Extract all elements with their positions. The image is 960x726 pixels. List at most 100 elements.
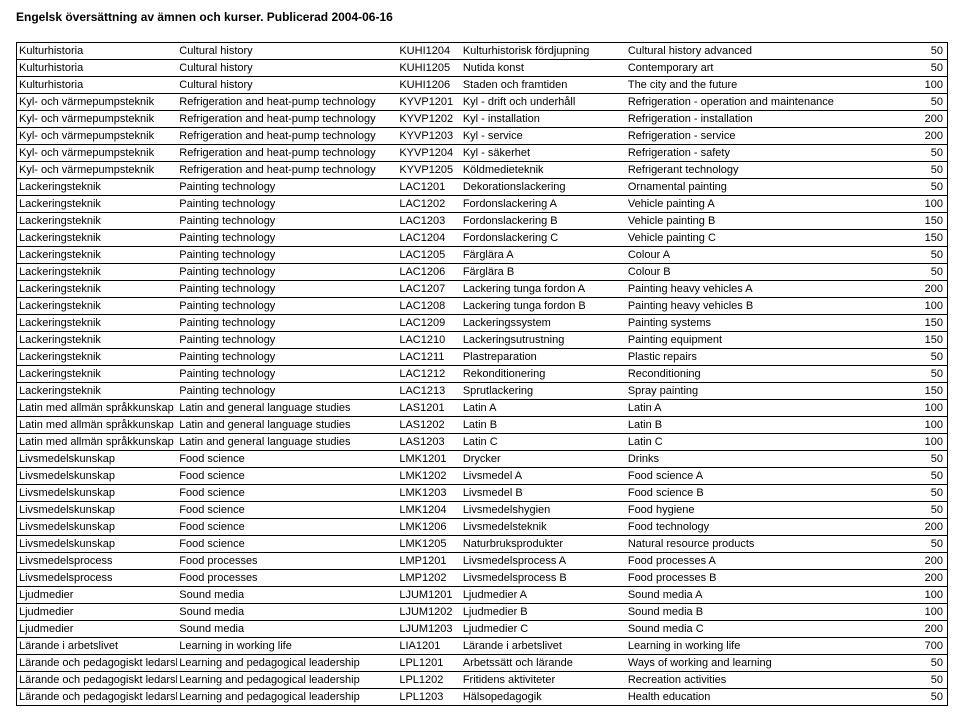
cell-points: 150 bbox=[901, 230, 948, 247]
cell-en-subject: Sound media bbox=[177, 587, 397, 604]
cell-code: KUHI1206 bbox=[397, 77, 460, 94]
cell-code: LAC1202 bbox=[397, 196, 460, 213]
page-title: Engelsk översättning av ämnen och kurser… bbox=[16, 10, 948, 24]
cell-code: LJUM1201 bbox=[397, 587, 460, 604]
table-row: Lärande och pedagogiskt ledarskapLearnin… bbox=[17, 672, 948, 689]
table-row: LackeringsteknikPainting technologyLAC12… bbox=[17, 281, 948, 298]
cell-points: 200 bbox=[901, 519, 948, 536]
cell-en-subject: Painting technology bbox=[177, 196, 397, 213]
cell-en-subject: Refrigeration and heat-pump technology bbox=[177, 111, 397, 128]
cell-sv-course: Lackeringssystem bbox=[461, 315, 626, 332]
cell-sv-subject: Lackeringsteknik bbox=[17, 179, 178, 196]
cell-points: 50 bbox=[901, 468, 948, 485]
cell-en-subject: Refrigeration and heat-pump technology bbox=[177, 162, 397, 179]
cell-code: LAC1204 bbox=[397, 230, 460, 247]
table-row: LivsmedelsprocessFood processesLMP1202Li… bbox=[17, 570, 948, 587]
cell-en-subject: Food science bbox=[177, 502, 397, 519]
cell-points: 50 bbox=[901, 655, 948, 672]
cell-en-subject: Learning and pedagogical leadership bbox=[177, 689, 397, 706]
table-row: Latin med allmän språkkunskapLatin and g… bbox=[17, 434, 948, 451]
cell-sv-course: Hälsopedagogik bbox=[461, 689, 626, 706]
cell-points: 50 bbox=[901, 145, 948, 162]
cell-sv-subject: Lärande och pedagogiskt ledarskap bbox=[17, 689, 178, 706]
cell-sv-subject: Livsmedelskunskap bbox=[17, 451, 178, 468]
table-row: LivsmedelskunskapFood scienceLMK1206Livs… bbox=[17, 519, 948, 536]
cell-sv-subject: Ljudmedier bbox=[17, 587, 178, 604]
cell-code: KUHI1204 bbox=[397, 43, 460, 60]
cell-points: 200 bbox=[901, 128, 948, 145]
cell-code: LAC1212 bbox=[397, 366, 460, 383]
cell-en-subject: Sound media bbox=[177, 604, 397, 621]
cell-sv-subject: Latin med allmän språkkunskap bbox=[17, 417, 178, 434]
cell-en-subject: Painting technology bbox=[177, 298, 397, 315]
cell-en-course: Vehicle painting A bbox=[626, 196, 901, 213]
table-row: LackeringsteknikPainting technologyLAC12… bbox=[17, 264, 948, 281]
cell-en-subject: Painting technology bbox=[177, 247, 397, 264]
cell-en-course: Drinks bbox=[626, 451, 901, 468]
table-row: LivsmedelskunskapFood scienceLMK1202Livs… bbox=[17, 468, 948, 485]
cell-code: LAC1213 bbox=[397, 383, 460, 400]
table-row: KulturhistoriaCultural historyKUHI1204Ku… bbox=[17, 43, 948, 60]
cell-en-subject: Latin and general language studies bbox=[177, 434, 397, 451]
cell-code: LMK1201 bbox=[397, 451, 460, 468]
cell-sv-course: Arbetssätt och lärande bbox=[461, 655, 626, 672]
cell-code: LAS1201 bbox=[397, 400, 460, 417]
table-row: LackeringsteknikPainting technologyLAC12… bbox=[17, 366, 948, 383]
cell-sv-course: Kyl - service bbox=[461, 128, 626, 145]
cell-points: 100 bbox=[901, 604, 948, 621]
cell-sv-subject: Livsmedelsprocess bbox=[17, 553, 178, 570]
cell-code: KUHI1205 bbox=[397, 60, 460, 77]
cell-points: 50 bbox=[901, 451, 948, 468]
table-row: KulturhistoriaCultural historyKUHI1205Nu… bbox=[17, 60, 948, 77]
cell-sv-course: Lackering tunga fordon A bbox=[461, 281, 626, 298]
table-row: Lärande och pedagogiskt ledarskapLearnin… bbox=[17, 689, 948, 706]
cell-sv-course: Köldmedieteknik bbox=[461, 162, 626, 179]
cell-code: LJUM1203 bbox=[397, 621, 460, 638]
cell-points: 150 bbox=[901, 213, 948, 230]
cell-en-course: Painting heavy vehicles A bbox=[626, 281, 901, 298]
table-row: LjudmedierSound mediaLJUM1202Ljudmedier … bbox=[17, 604, 948, 621]
cell-sv-course: Plastreparation bbox=[461, 349, 626, 366]
cell-points: 50 bbox=[901, 502, 948, 519]
cell-en-subject: Painting technology bbox=[177, 315, 397, 332]
cell-code: LAC1205 bbox=[397, 247, 460, 264]
cell-en-subject: Painting technology bbox=[177, 281, 397, 298]
table-row: Latin med allmän språkkunskapLatin and g… bbox=[17, 417, 948, 434]
cell-code: LAS1203 bbox=[397, 434, 460, 451]
table-row: LivsmedelskunskapFood scienceLMK1201Dryc… bbox=[17, 451, 948, 468]
cell-sv-subject: Lackeringsteknik bbox=[17, 383, 178, 400]
cell-points: 150 bbox=[901, 315, 948, 332]
cell-en-subject: Learning in working life bbox=[177, 638, 397, 655]
table-row: Kyl- och värmepumpsteknikRefrigeration a… bbox=[17, 128, 948, 145]
table-row: LivsmedelskunskapFood scienceLMK1203Livs… bbox=[17, 485, 948, 502]
cell-en-course: Spray painting bbox=[626, 383, 901, 400]
cell-en-subject: Sound media bbox=[177, 621, 397, 638]
cell-en-course: Colour A bbox=[626, 247, 901, 264]
cell-code: LAC1208 bbox=[397, 298, 460, 315]
cell-sv-subject: Lärande och pedagogiskt ledarskap bbox=[17, 655, 178, 672]
cell-points: 50 bbox=[901, 366, 948, 383]
cell-sv-course: Livsmedelsprocess A bbox=[461, 553, 626, 570]
cell-sv-course: Staden och framtiden bbox=[461, 77, 626, 94]
cell-code: LJUM1202 bbox=[397, 604, 460, 621]
table-row: LackeringsteknikPainting technologyLAC12… bbox=[17, 247, 948, 264]
cell-code: LAC1209 bbox=[397, 315, 460, 332]
cell-points: 50 bbox=[901, 264, 948, 281]
cell-en-course: Contemporary art bbox=[626, 60, 901, 77]
cell-points: 200 bbox=[901, 621, 948, 638]
cell-code: LMK1202 bbox=[397, 468, 460, 485]
cell-sv-subject: Livsmedelskunskap bbox=[17, 536, 178, 553]
cell-en-subject: Refrigeration and heat-pump technology bbox=[177, 94, 397, 111]
table-row: LjudmedierSound mediaLJUM1203Ljudmedier … bbox=[17, 621, 948, 638]
cell-en-course: Vehicle painting B bbox=[626, 213, 901, 230]
cell-sv-course: Fritidens aktiviteter bbox=[461, 672, 626, 689]
table-row: LackeringsteknikPainting technologyLAC12… bbox=[17, 315, 948, 332]
cell-sv-course: Livsmedel A bbox=[461, 468, 626, 485]
cell-en-subject: Refrigeration and heat-pump technology bbox=[177, 128, 397, 145]
cell-en-subject: Painting technology bbox=[177, 230, 397, 247]
cell-code: KYVP1204 bbox=[397, 145, 460, 162]
cell-sv-course: Nutida konst bbox=[461, 60, 626, 77]
cell-en-course: Food science B bbox=[626, 485, 901, 502]
cell-code: LPL1203 bbox=[397, 689, 460, 706]
cell-sv-subject: Lackeringsteknik bbox=[17, 298, 178, 315]
